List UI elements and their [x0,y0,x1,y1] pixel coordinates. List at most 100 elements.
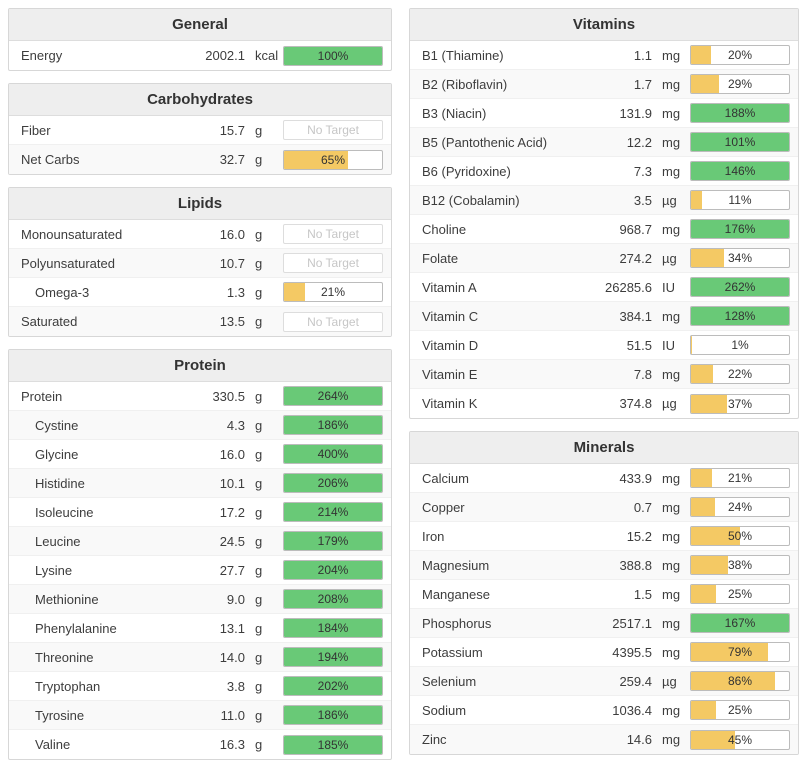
nutrient-row: Iron 15.2 mg 50% [410,522,798,551]
nutrient-unit: mg [662,47,681,63]
nutrient-unit: g [255,562,263,578]
progress-percent: 208% [317,592,349,606]
progress-bar: 21% [690,468,790,488]
nutrient-label: Fiber [21,122,51,138]
nutrient-label: B6 (Pyridoxine) [422,163,511,179]
progress-fill [691,730,736,749]
nutrient-label: Polyunsaturated [21,255,115,271]
nutrient-unit: g [255,707,263,723]
nutrient-value: 1.3 [226,284,245,300]
progress-percent: 79% [727,645,753,659]
nutrient-row: B2 (Riboflavin) 1.7 mg 29% [410,70,798,99]
progress-percent: 34% [727,251,753,265]
nutrient-unit: g [255,446,263,462]
progress-fill [691,643,769,661]
progress-bar: 65% [283,149,383,170]
progress-percent: 1% [731,338,749,352]
nutrient-row: Fiber 15.7 g No Target [9,116,391,145]
nutrient-label: Tryptophan [35,678,101,694]
progress-percent: 37% [727,396,753,411]
nutrient-label: B2 (Riboflavin) [422,76,508,92]
progress-bar: 21% [283,282,383,302]
nutrient-row: Selenium 259.4 µg 86% [410,667,798,696]
nutrient-label: Threonine [35,649,94,665]
progress-fill [284,648,382,666]
nutrient-value: 1.1 [633,47,652,63]
progress-percent: 24% [727,500,753,514]
progress-fill [691,527,740,545]
right-column: Vitamins B1 (Thiamine) 1.1 mg 20% B2 (Ribofla… [409,8,799,755]
nutrient-label: Sodium [422,702,467,718]
nutrient-label: Magnesium [422,557,490,573]
progress-percent: 262% [724,280,756,294]
nutrient-value: 274.2 [619,250,652,266]
nutrient-value: 15.7 [219,122,245,138]
left-column: General Energy 2002.1 kcal 100% Carbohydrates… [8,8,392,760]
section-title: General [9,9,391,41]
progress-fill [284,706,382,724]
nutrient-unit: µg [662,250,677,266]
nutrient-row: Net Carbs 32.7 g 65% [9,145,391,174]
progress-fill [284,619,382,637]
progress-fill [284,474,382,492]
progress-bar: 179% [283,531,383,551]
progress-fill [691,394,728,413]
nutrient-value: 9.0 [226,591,245,607]
nutrient-label: Tyrosine [35,707,85,723]
nutrient-value: 14.6 [626,732,652,747]
progress-bar: 100% [283,45,383,66]
nutrient-label: Leucine [35,533,81,549]
nutrient-value: 1.7 [633,76,652,92]
progress-percent: 11% [728,193,752,207]
progress-bar: No Target [283,120,383,140]
progress-bar: 25% [690,700,790,720]
nutrient-unit: mg [662,732,681,747]
progress-fill [691,336,692,354]
nutrient-label: Selenium [422,673,477,689]
section-general: General Energy 2002.1 kcal 100% [8,8,392,71]
progress-percent: 29% [727,77,753,91]
progress-bar: 24% [690,497,790,517]
nutrient-value: 131.9 [619,105,652,121]
nutrient-unit: g [255,226,263,242]
progress-bar: 185% [283,734,383,755]
nutrient-label: Phosphorus [422,615,492,631]
section-title: Minerals [410,432,798,464]
nutrient-row: Vitamin A 26285.6 IU 262% [410,273,798,302]
nutrient-row: Energy 2002.1 kcal 100% [9,41,391,70]
progress-fill [691,614,789,632]
nutrient-label: Lysine [35,562,73,578]
progress-bar: 22% [690,364,790,384]
progress-fill [691,701,716,719]
nutrient-unit: g [255,122,263,138]
progress-bar: 79% [690,642,790,662]
nutrient-value: 259.4 [619,673,652,689]
progress-percent: 146% [724,164,756,178]
progress-bar: 101% [690,132,790,152]
nutrient-row: Tyrosine 11.0 g 186% [9,701,391,730]
nutrient-row: Tryptophan 3.8 g 202% [9,672,391,701]
progress-percent: 202% [317,679,349,693]
progress-bar: 167% [690,613,790,633]
nutrient-value: 4395.5 [612,644,652,660]
nutrient-value: 14.0 [219,649,245,665]
nutrient-value: 2002.1 [205,48,245,63]
nutrient-row: B1 (Thiamine) 1.1 mg 20% [410,41,798,70]
nutrient-value: 0.7 [633,499,652,515]
nutrient-unit: g [255,737,263,752]
nutrient-unit: mg [662,470,681,486]
nutrient-row: Vitamin C 384.1 mg 128% [410,302,798,331]
progress-fill [284,46,382,65]
progress-percent: 22% [727,367,753,381]
nutrient-label: Vitamin E [422,366,478,382]
progress-percent: 101% [724,135,756,149]
progress-fill [691,75,720,93]
nutrient-unit: mg [662,221,681,237]
progress-bar: 25% [690,584,790,604]
progress-percent: 400% [317,447,349,461]
nutrient-unit: IU [662,279,675,295]
nutrient-value: 10.1 [219,475,245,491]
progress-fill [284,150,348,169]
progress-bar: 202% [283,676,383,696]
section-title: Protein [9,350,391,382]
